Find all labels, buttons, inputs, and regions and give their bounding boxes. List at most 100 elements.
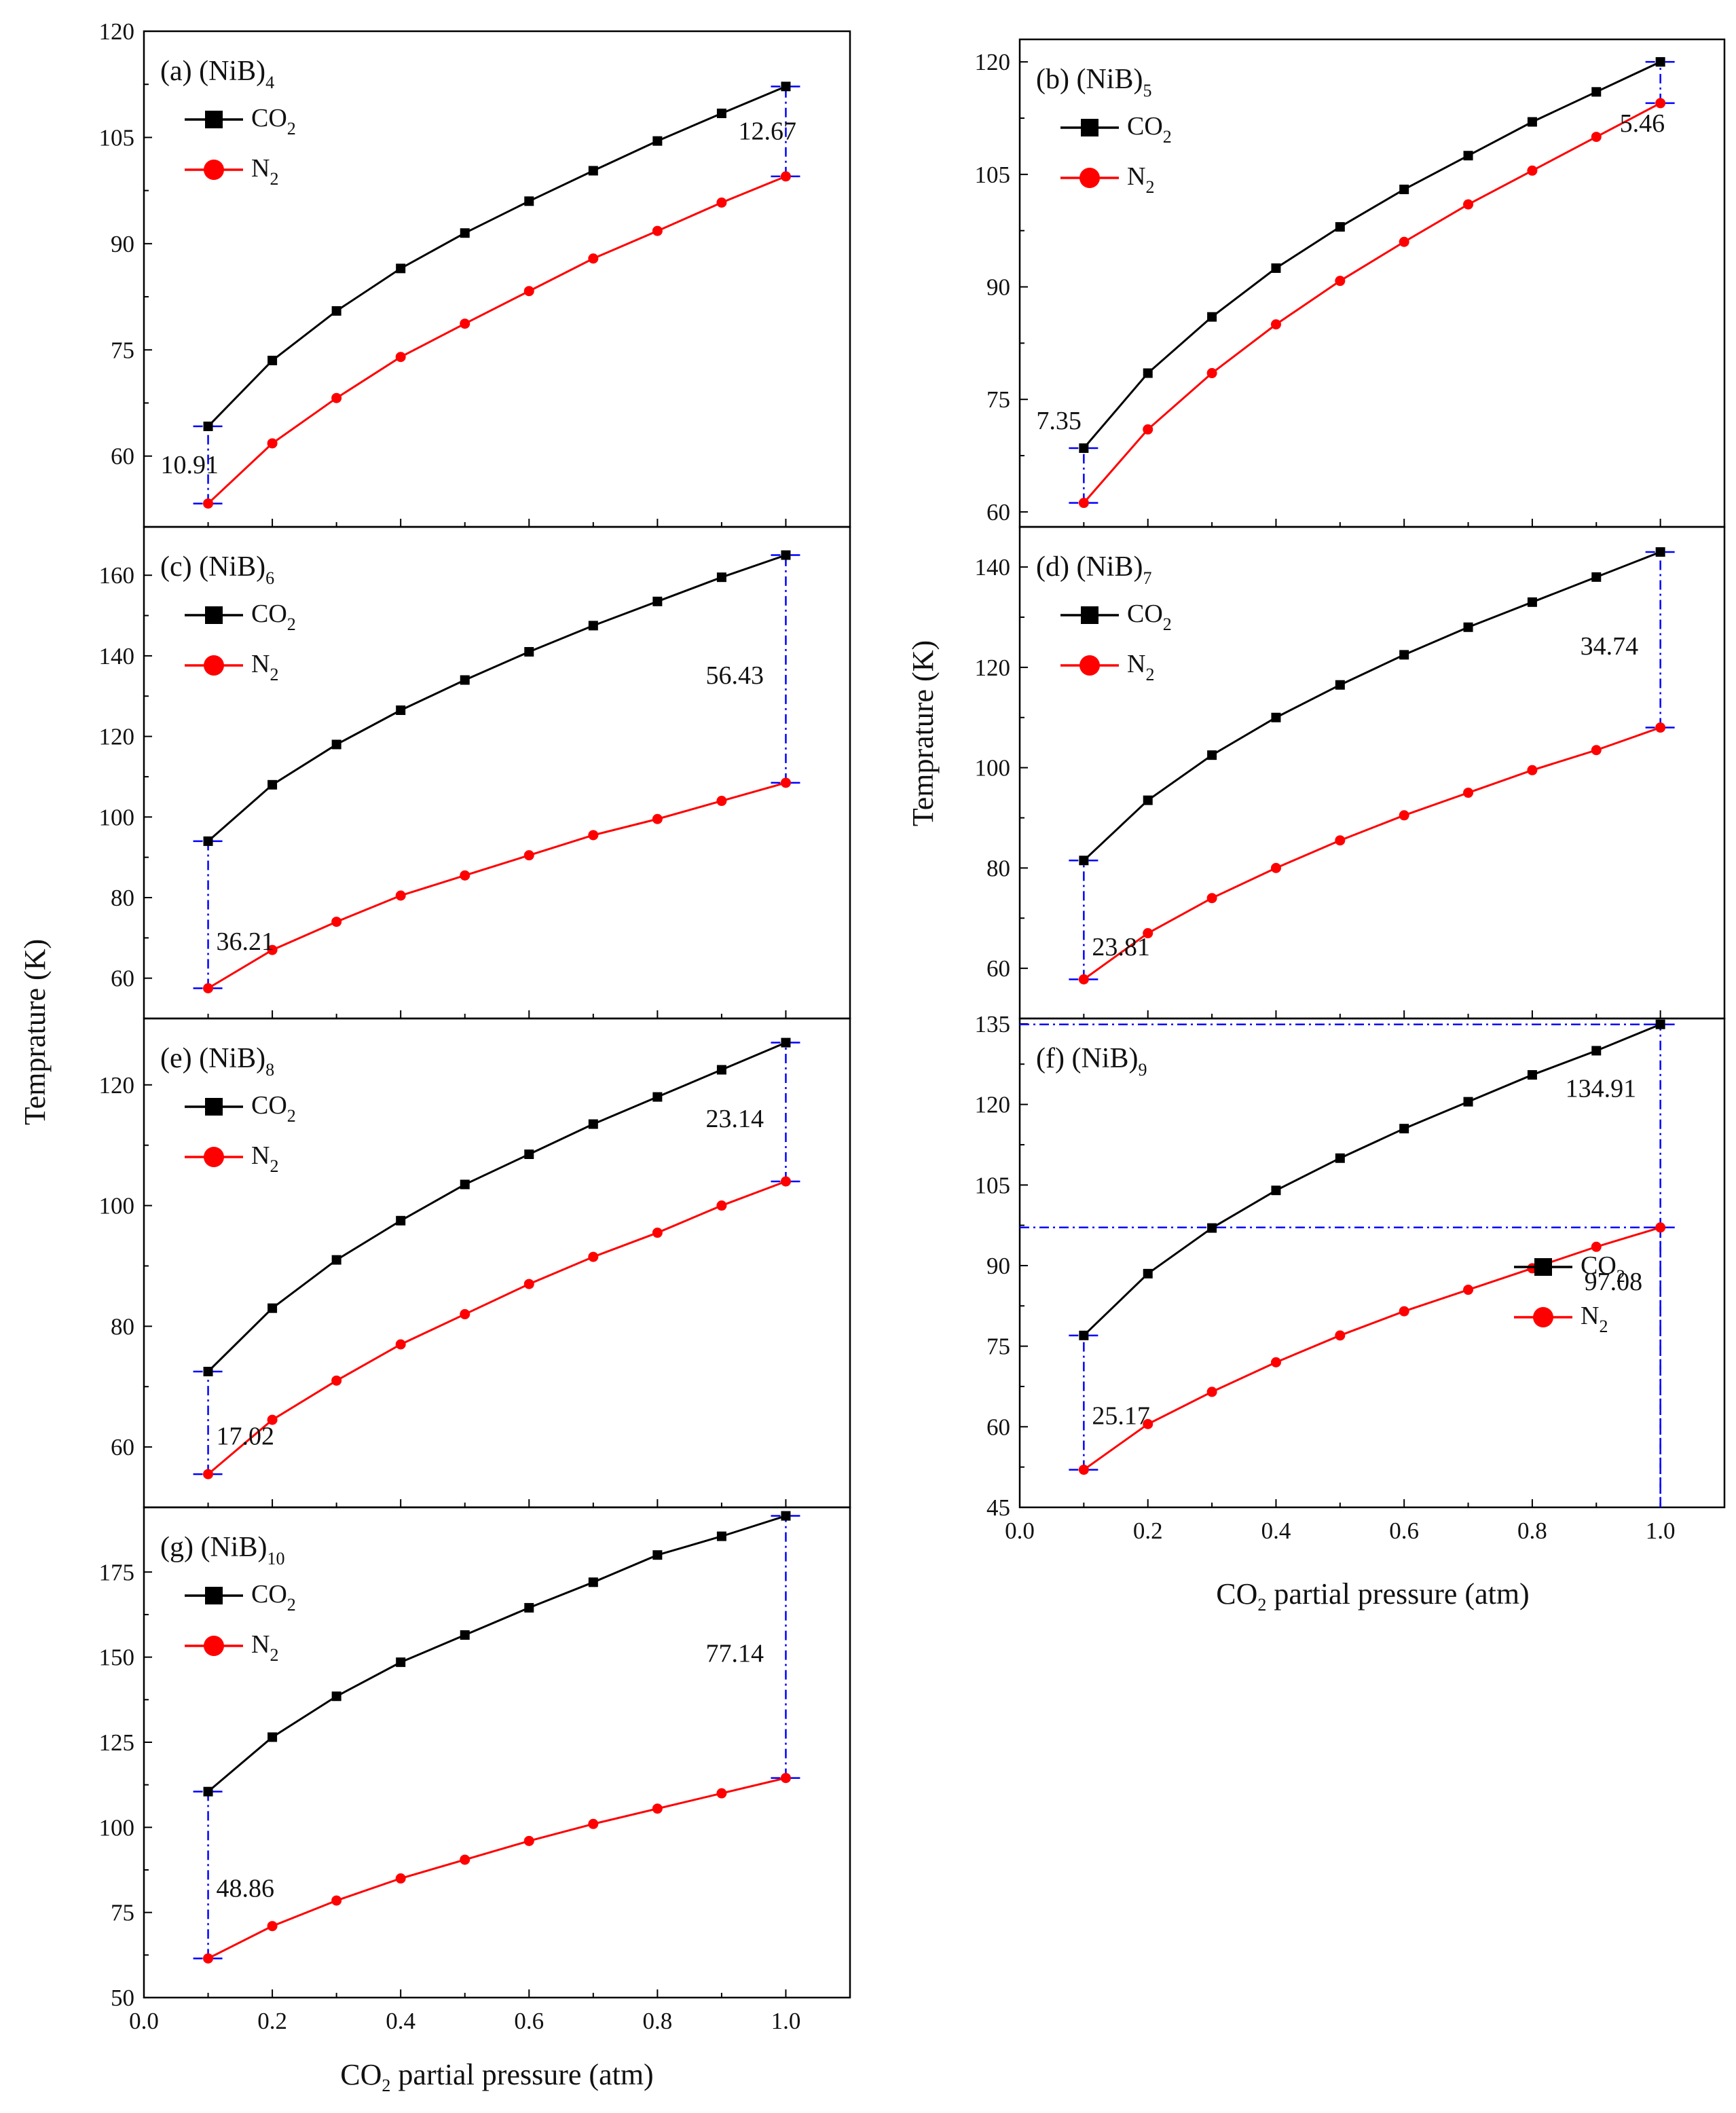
data-point-n2 <box>1270 319 1281 330</box>
data-point-n2 <box>267 944 278 955</box>
data-point-n2 <box>1078 1465 1089 1475</box>
y-tick-label: 75 <box>111 1900 134 1926</box>
data-point-co2 <box>588 621 598 631</box>
series-line-n2 <box>1083 1226 1661 1471</box>
series-line-n2 <box>207 782 786 989</box>
legend-marker-co2 <box>1534 1258 1552 1276</box>
data-point-co2 <box>1655 1019 1665 1029</box>
annotation-label: 10.91 <box>161 451 219 479</box>
panel-d: 60 80 100 120 140 (d) (NiB)7 23.81 34.74 CO2 N2 <box>975 526 1726 1020</box>
panel-label: (a) (NiB)4 <box>160 56 274 92</box>
series-line-co2 <box>1083 1023 1661 1336</box>
data-point-co2 <box>396 705 406 716</box>
y-tick-label: 135 <box>975 1011 1011 1037</box>
y-axis-title: Temprature (K) <box>18 939 52 1125</box>
legend-label-co2: CO2 <box>251 1580 296 1615</box>
data-point-co2 <box>267 1732 278 1742</box>
data-point-co2 <box>203 421 213 431</box>
series-line-co2 <box>207 1042 787 1373</box>
legend-marker-n2 <box>204 655 224 676</box>
data-point-n2 <box>523 286 534 297</box>
data-point-n2 <box>1591 1241 1602 1252</box>
series-line-n2 <box>207 175 787 504</box>
data-point-co2 <box>331 1255 341 1265</box>
annotation-label: 48.86 <box>217 1875 275 1903</box>
data-point-n2 <box>523 850 534 861</box>
data-point-co2 <box>267 779 278 790</box>
x-tick-label: 0.4 <box>386 2008 415 2034</box>
data-point-n2 <box>588 1251 599 1262</box>
data-point-n2 <box>460 870 470 881</box>
data-point-n2 <box>588 830 599 841</box>
y-tick-label: 120 <box>99 1072 135 1099</box>
legend-label-co2: CO2 <box>1127 600 1172 634</box>
data-point-co2 <box>716 572 726 583</box>
x-tick-label: 0.6 <box>1389 1518 1419 1544</box>
data-point-co2 <box>1527 117 1537 127</box>
data-point-co2 <box>1207 312 1217 322</box>
legend-marker-n2 <box>1079 655 1100 676</box>
data-point-co2 <box>652 136 663 146</box>
data-point-n2 <box>1655 98 1666 109</box>
data-point-n2 <box>1335 835 1346 846</box>
data-point-co2 <box>781 1037 791 1048</box>
data-point-n2 <box>1206 368 1217 379</box>
data-point-co2 <box>1335 222 1345 232</box>
panel-e: 60 80 100 120 (e) (NiB)8 17.02 23.14 CO2 N2 <box>99 1017 851 1509</box>
data-point-co2 <box>524 646 534 657</box>
data-point-n2 <box>1463 199 1474 210</box>
data-point-co2 <box>1143 795 1153 805</box>
y-tick-label: 60 <box>986 1414 1010 1440</box>
data-point-n2 <box>395 890 406 901</box>
data-point-co2 <box>1655 547 1665 557</box>
data-point-n2 <box>1335 276 1346 287</box>
y-tick-label: 80 <box>986 855 1010 881</box>
legend-label-n2: N2 <box>251 1141 278 1176</box>
data-point-n2 <box>523 1835 534 1846</box>
data-point-n2 <box>1527 165 1538 176</box>
data-point-n2 <box>523 1279 534 1289</box>
data-point-n2 <box>1591 132 1602 143</box>
annotation-label: 17.02 <box>217 1422 275 1451</box>
data-point-n2 <box>1335 1330 1346 1341</box>
data-point-n2 <box>1591 745 1602 756</box>
data-point-n2 <box>1463 1285 1474 1296</box>
series-line-n2 <box>1083 102 1661 504</box>
data-point-n2 <box>267 438 278 449</box>
y-tick-label: 125 <box>99 1729 135 1756</box>
data-point-n2 <box>395 1873 406 1884</box>
annotation-label: 77.14 <box>705 1640 764 1668</box>
legend-label-n2: N2 <box>1581 1302 1608 1336</box>
data-point-n2 <box>780 171 791 182</box>
x-tick-label: 0.2 <box>1133 1518 1163 1544</box>
data-point-co2 <box>331 739 341 750</box>
data-point-n2 <box>1143 424 1153 435</box>
legend-marker-co2 <box>205 606 223 624</box>
y-tick-label: 60 <box>986 499 1010 526</box>
series-line-n2 <box>1083 727 1661 980</box>
legend-label-co2: CO2 <box>1127 112 1172 147</box>
legend-marker-n2 <box>1533 1307 1553 1327</box>
panel-label: (e) (NiB)8 <box>160 1043 274 1080</box>
panel-frame <box>1018 1017 1726 1509</box>
data-point-co2 <box>1527 597 1537 607</box>
y-tick-label: 90 <box>986 1253 1010 1279</box>
data-point-co2 <box>588 1577 598 1587</box>
data-point-n2 <box>1463 788 1474 798</box>
data-point-co2 <box>1527 1070 1537 1080</box>
y-tick-label: 75 <box>111 337 134 363</box>
y-tick-label: 105 <box>975 162 1011 188</box>
data-point-co2 <box>1399 184 1409 194</box>
y-tick-label: 150 <box>99 1645 135 1671</box>
data-point-n2 <box>331 392 342 403</box>
y-tick-label: 60 <box>111 443 134 470</box>
data-point-n2 <box>203 1953 214 1964</box>
data-point-co2 <box>267 355 278 365</box>
data-point-n2 <box>1143 1418 1153 1429</box>
data-point-n2 <box>780 777 791 788</box>
y-tick-label: 120 <box>975 49 1011 75</box>
panel-label: (f) (NiB)9 <box>1036 1043 1147 1080</box>
y-tick-label: 60 <box>111 966 134 992</box>
data-point-n2 <box>267 1921 278 1932</box>
panel-frame <box>143 30 851 528</box>
